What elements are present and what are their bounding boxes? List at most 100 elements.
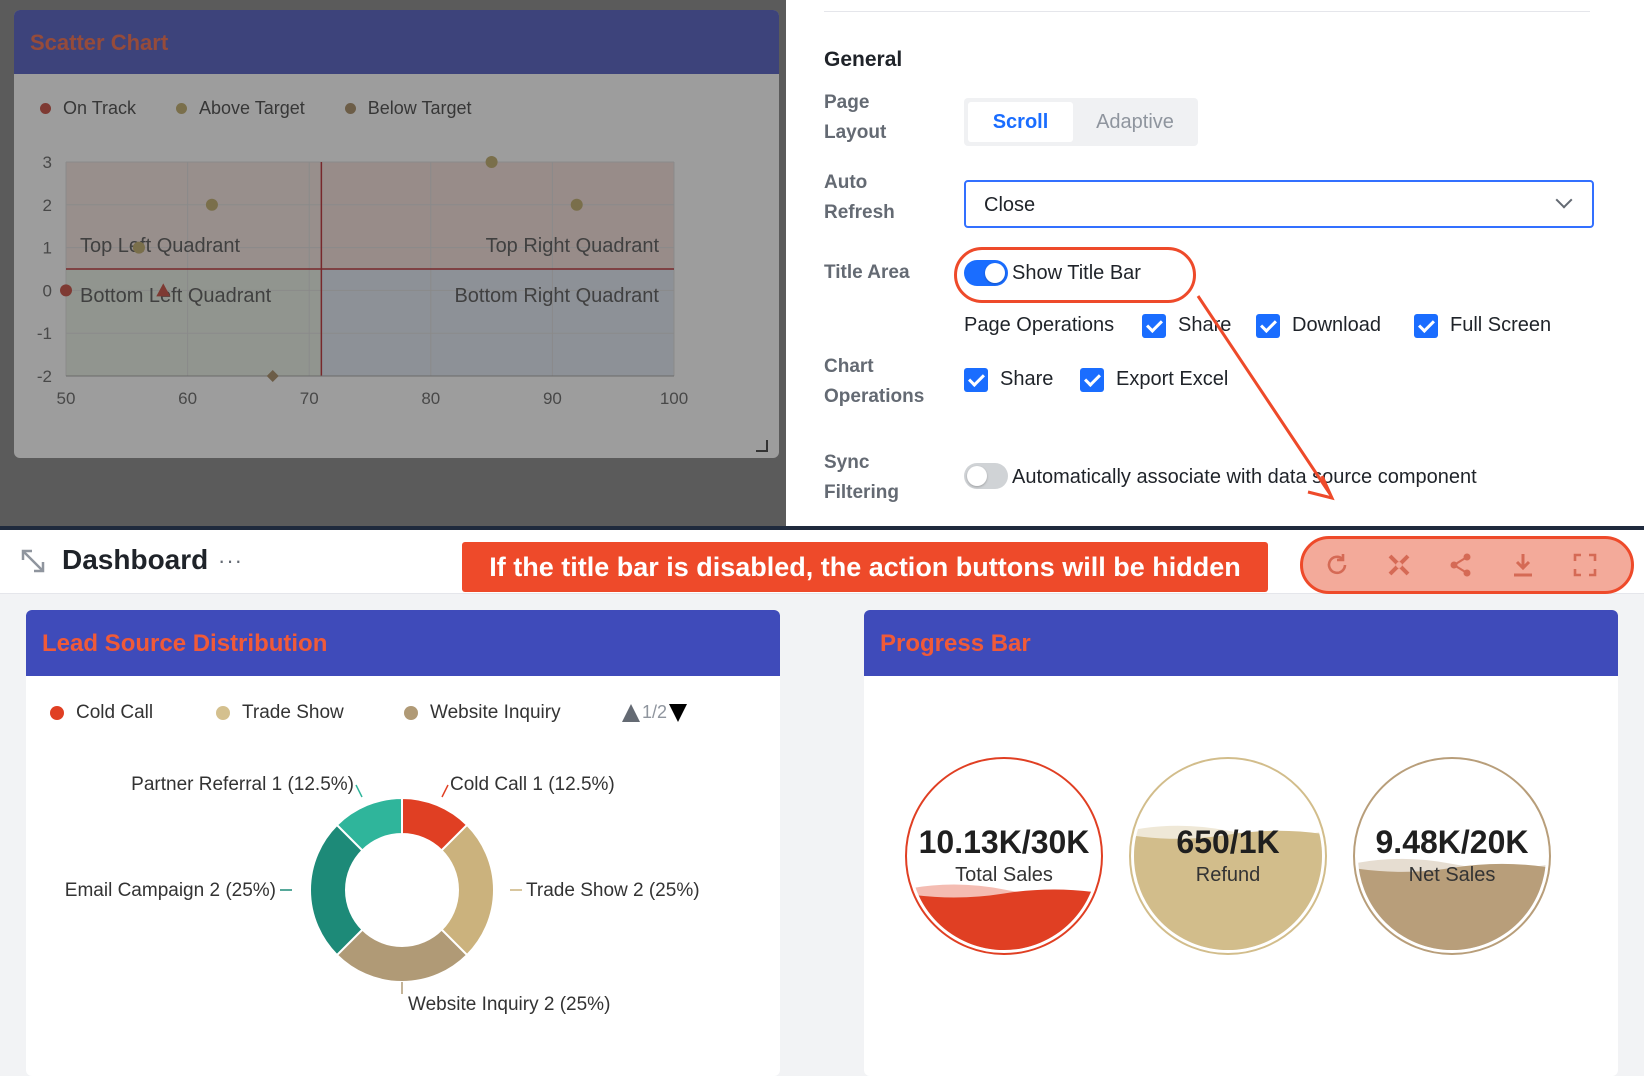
- action-buttons-group: [1300, 536, 1634, 594]
- liquid-gauge: 10.13K/30K Total Sales: [904, 756, 1104, 956]
- slice-label-trade-show: Trade Show 2 (25%): [526, 880, 700, 901]
- gauge-value: 9.48K/20K: [1375, 824, 1529, 860]
- x-tick-label: 70: [300, 389, 319, 408]
- share-checkbox[interactable]: [1142, 314, 1166, 338]
- pager-text: 1/2: [642, 702, 668, 722]
- chart-share-checkbox[interactable]: [964, 368, 988, 392]
- full-screen-checkbox[interactable]: [1414, 314, 1438, 338]
- legend-label: Website Inquiry: [430, 702, 561, 723]
- toggle-knob: [967, 466, 987, 486]
- more-icon[interactable]: ···: [218, 548, 243, 573]
- fullscreen-icon[interactable]: [1571, 551, 1599, 579]
- y-tick-label: 3: [43, 153, 52, 172]
- download-icon[interactable]: [1509, 551, 1537, 579]
- leader-line: [441, 784, 449, 798]
- section-separator: [0, 526, 1644, 530]
- download-checkbox[interactable]: [1256, 314, 1280, 338]
- sync-filtering-label: Sync Filtering: [824, 448, 954, 508]
- quadrant-label-bottom-left: Bottom Left Quadrant: [80, 285, 272, 307]
- slice-label-website-inquiry: Website Inquiry 2 (25%): [408, 994, 610, 1015]
- export-excel-label: Export Excel: [1116, 368, 1229, 390]
- toggle-knob: [985, 263, 1005, 283]
- title-area-label: Title Area: [824, 262, 910, 283]
- sync-filtering-text: Automatically associate with data source…: [1012, 466, 1477, 488]
- legend-cold-call[interactable]: Cold Call: [50, 702, 153, 724]
- slice-label-partner-referral: Partner Referral 1 (12.5%): [131, 774, 354, 795]
- panel-header: Progress Bar: [864, 610, 1618, 676]
- gauge-fill: [1358, 863, 1546, 950]
- y-tick-label: 2: [43, 196, 52, 215]
- panel-header: Lead Source Distribution: [26, 610, 780, 676]
- lead-source-panel: Lead Source Distribution Cold Call Trade…: [26, 610, 780, 1076]
- layout-option-adaptive[interactable]: Adaptive: [1096, 111, 1174, 133]
- auto-refresh-select[interactable]: Close: [964, 180, 1594, 228]
- x-tick-label: 90: [543, 389, 562, 408]
- data-point: [205, 198, 218, 211]
- x-tick-label: 80: [421, 389, 440, 408]
- page-layout-segmented: Scroll Adaptive: [964, 98, 1198, 146]
- gauge-value: 10.13K/30K: [918, 824, 1090, 860]
- divider: [824, 11, 1590, 12]
- slice-label-cold-call: Cold Call 1 (12.5%): [450, 774, 615, 795]
- share-label: Share: [1178, 314, 1232, 336]
- gauge-graphic: [1353, 757, 1551, 955]
- dashboard: Dashboard ··· If the title bar is disabl…: [0, 530, 1644, 1076]
- legend-label: Trade Show: [242, 702, 344, 723]
- gauge-label: Total Sales: [955, 864, 1053, 886]
- pager-up-icon[interactable]: [622, 703, 640, 722]
- label-line: Auto: [824, 172, 868, 193]
- tools-icon[interactable]: [1385, 551, 1413, 579]
- legend-dot-icon: [404, 706, 418, 720]
- legend-trade-show[interactable]: Trade Show: [216, 702, 344, 724]
- liquid-gauge: 650/1K Refund: [1128, 756, 1328, 956]
- label-line: Filtering: [824, 482, 899, 503]
- y-tick-label: 1: [43, 239, 52, 258]
- settings-panel: General Page Layout Scroll Adaptive Auto…: [786, 0, 1644, 526]
- pager-down-icon[interactable]: [669, 703, 688, 722]
- gauge-graphic: [905, 757, 1103, 955]
- legend-dot-icon: [216, 706, 230, 720]
- collapse-icon[interactable]: [20, 548, 46, 574]
- share-icon[interactable]: [1447, 551, 1475, 579]
- gauge-label: Net Sales: [1408, 864, 1496, 886]
- export-excel-checkbox[interactable]: [1080, 368, 1104, 392]
- auto-refresh-label: Auto Refresh: [824, 168, 954, 228]
- legend-label: Cold Call: [76, 702, 154, 723]
- quadrant-label-top-left: Top Left Quadrant: [80, 235, 241, 257]
- data-point: [485, 156, 498, 168]
- x-tick-label: 60: [178, 389, 197, 408]
- layout-option-scroll[interactable]: Scroll: [968, 102, 1073, 142]
- chart-operations-label: Chart Operations: [824, 352, 954, 412]
- sync-filtering-toggle[interactable]: [964, 463, 1008, 489]
- y-tick-label: -2: [37, 367, 52, 386]
- quadrant-label-top-right: Top Right Quadrant: [486, 235, 660, 257]
- label-line: Layout: [824, 122, 887, 143]
- data-point: [570, 198, 583, 211]
- label-line: Page: [824, 92, 870, 113]
- leader-line: [355, 784, 363, 798]
- refresh-icon[interactable]: [1323, 551, 1351, 579]
- full-screen-label: Full Screen: [1450, 314, 1552, 336]
- resize-handle-icon[interactable]: [756, 440, 768, 452]
- label-line: Refresh: [824, 202, 895, 223]
- x-tick-label: 100: [660, 389, 688, 408]
- panel-title: Progress Bar: [880, 630, 1031, 657]
- general-heading: General: [824, 48, 903, 71]
- show-title-bar-label: Show Title Bar: [1012, 262, 1141, 284]
- slice-label-email-campaign: Email Campaign 2 (25%): [65, 880, 276, 901]
- data-point: [132, 241, 145, 254]
- auto-refresh-value: Close: [984, 194, 1036, 216]
- label-line: Operations: [824, 386, 925, 407]
- legend-pager: 1/2: [622, 702, 688, 723]
- quadrant-label-bottom-right: Bottom Right Quadrant: [454, 285, 659, 307]
- download-label: Download: [1292, 314, 1381, 336]
- gauge-fill: [1134, 830, 1322, 950]
- donut-chart: Partner Referral 1 (12.5%) Cold Call 1 (…: [65, 774, 700, 1015]
- legend-website-inquiry[interactable]: Website Inquiry: [404, 702, 561, 724]
- legend-dot-icon: [50, 706, 64, 720]
- gauge-graphic: [1129, 757, 1327, 955]
- chevron-down-icon: [1555, 191, 1573, 209]
- annotation-callout: If the title bar is disabled, the action…: [462, 542, 1268, 592]
- liquid-gauge: 9.48K/20K Net Sales: [1352, 756, 1552, 956]
